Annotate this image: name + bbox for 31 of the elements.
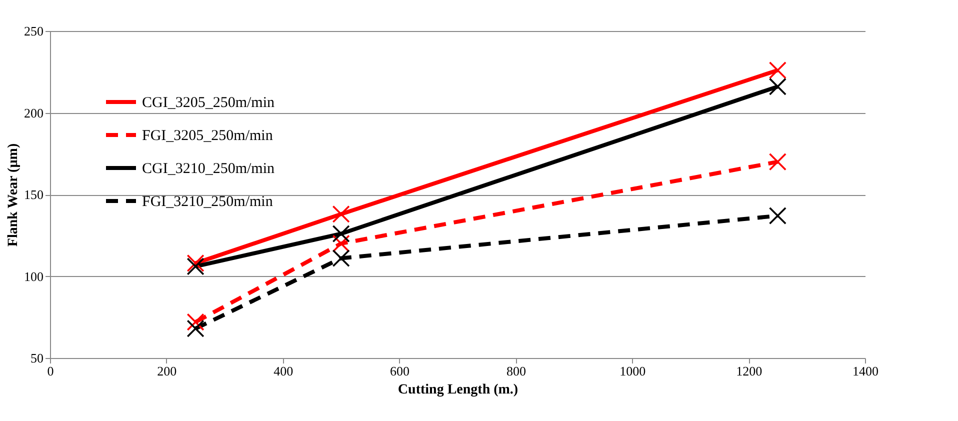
x-tick-label: 800 — [506, 364, 526, 378]
legend-label: FGI_3210_250m/min — [142, 194, 274, 210]
point — [332, 234, 350, 252]
point — [768, 61, 786, 80]
legend-label: FGI_3205_250m/min — [142, 128, 274, 144]
y-tick-label: 200 — [24, 105, 44, 120]
point — [768, 78, 786, 96]
point — [186, 320, 204, 338]
x-tick-label: 400 — [274, 364, 294, 378]
y-tick-label: 150 — [24, 187, 44, 202]
y-tick-label: 250 — [24, 24, 44, 38]
y-axis-title: Flank Wear (µm) — [6, 143, 21, 247]
point — [332, 224, 350, 243]
point — [768, 206, 786, 225]
y-tick-label: 50 — [30, 350, 44, 366]
point — [768, 152, 786, 171]
x-tick-label: 600 — [390, 364, 410, 378]
legend-label: CGI_3205_250m/min — [142, 95, 275, 111]
point — [332, 249, 350, 268]
point — [186, 254, 204, 272]
x-tick-label: 1400 — [852, 364, 878, 378]
point — [186, 258, 204, 276]
point — [332, 205, 350, 223]
x-tick-label: 200 — [157, 364, 177, 378]
point — [186, 313, 204, 331]
x-tick-label: 0 — [47, 364, 54, 378]
y-tick-label: 100 — [24, 268, 44, 284]
legend-label: CGI_3210_250m/min — [142, 161, 275, 177]
x-tick-label: 1000 — [620, 364, 646, 378]
x-tick-label: 1200 — [736, 364, 762, 378]
x-axis-title: Cutting Length (m.) — [398, 382, 518, 398]
